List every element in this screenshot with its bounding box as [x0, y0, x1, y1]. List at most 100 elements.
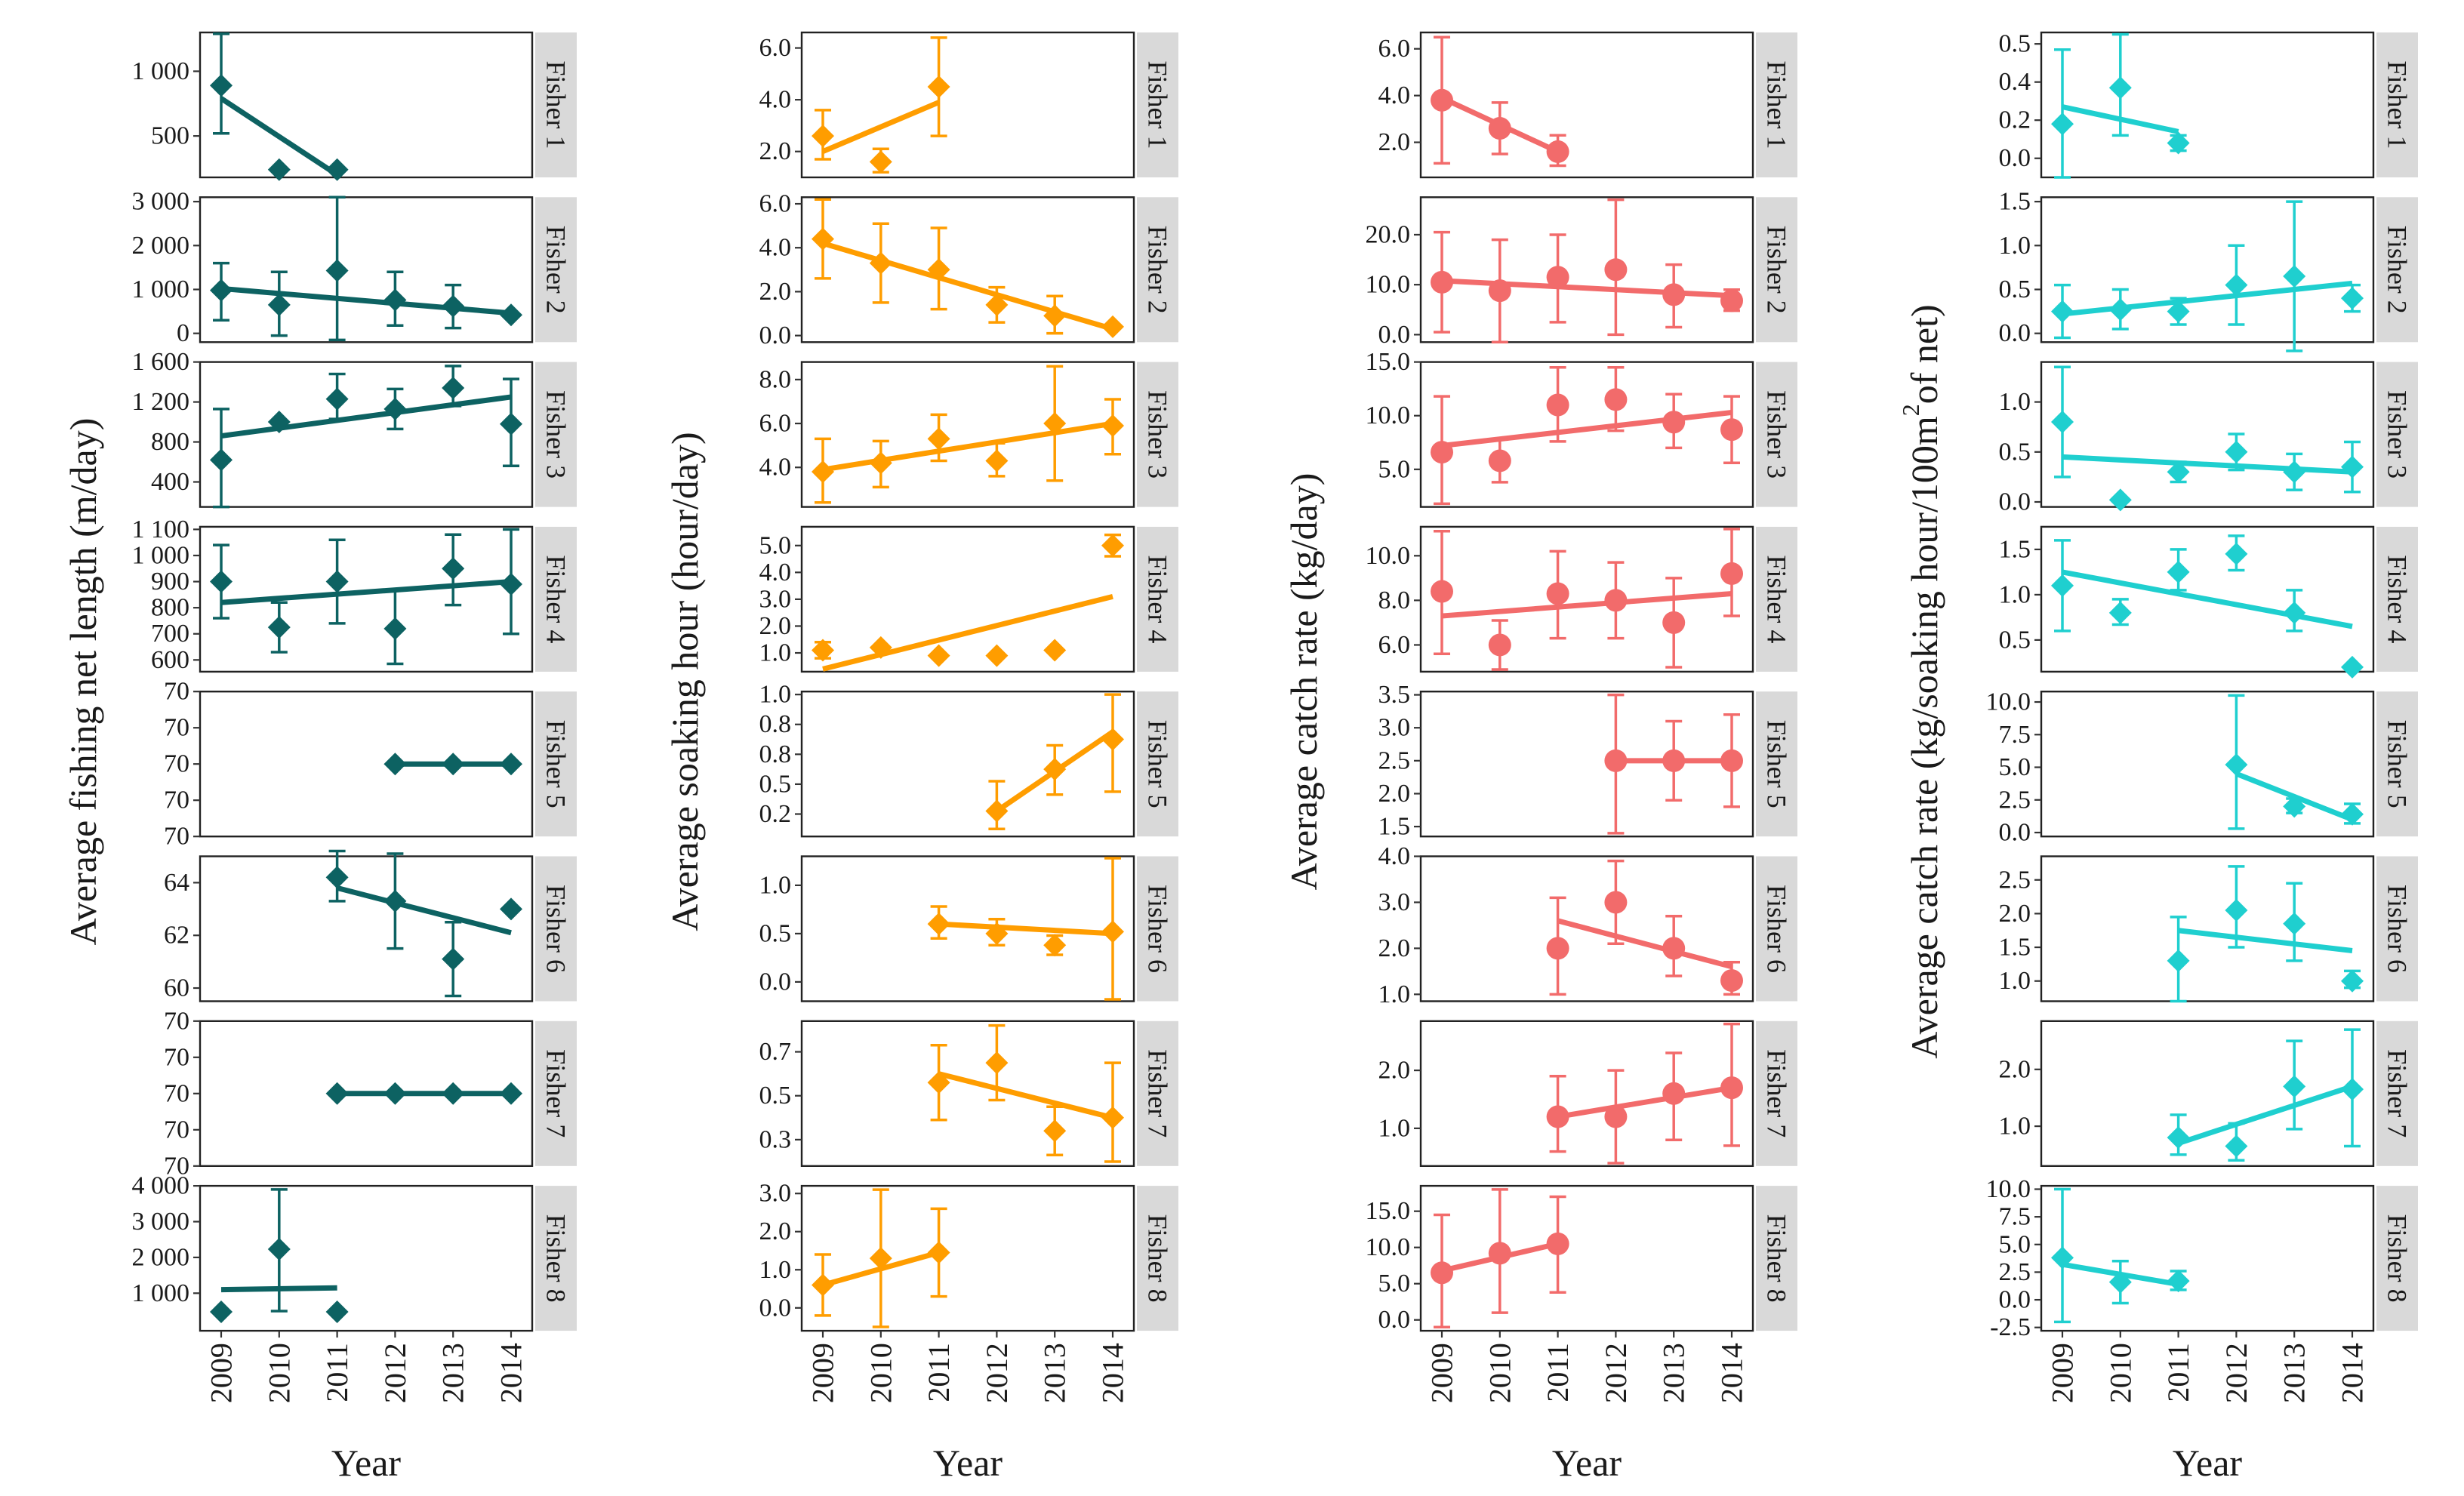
data-point [383, 288, 407, 312]
data-point [1662, 749, 1686, 772]
panel-2-5: Fisher 50.20.50.80.81.0 [759, 681, 1178, 838]
y-tick-label: 6.0 [1378, 35, 1411, 63]
x-tick-label: 2012 [1599, 1343, 1633, 1403]
panel-frame [2040, 196, 2375, 343]
y-tick-label: 0.5 [1999, 626, 2031, 654]
data-point [1043, 304, 1067, 328]
y-tick-label: 1 100 [132, 516, 190, 543]
y-axis-title: Average soaking hour (hour/day) [664, 432, 706, 931]
y-tick-label: 64 [164, 869, 189, 897]
data-point [500, 303, 522, 327]
x-tick-label: 2012 [2219, 1343, 2253, 1403]
y-tick-label: 0.5 [1999, 30, 2031, 58]
y-tick-label: 1 600 [132, 348, 190, 376]
y-tick-label: 10.0 [1366, 271, 1411, 299]
data-point [1101, 1106, 1124, 1129]
facet-strip-label: Fisher 4 [541, 555, 571, 643]
y-tick-label: 1.0 [759, 639, 792, 667]
y-tick-label: 2.0 [1378, 780, 1411, 808]
data-point [1662, 283, 1686, 306]
y-tick-label: 600 [151, 646, 189, 674]
data-point [325, 158, 349, 181]
data-point [2341, 455, 2364, 479]
panel-frame [1419, 691, 1754, 838]
data-point [2167, 300, 2190, 323]
y-tick-label: 0.5 [759, 770, 792, 798]
y-tick-label: 2.0 [759, 612, 792, 640]
y-tick-label: 70 [164, 1043, 189, 1071]
data-point [985, 293, 1009, 316]
facet-strip-label: Fisher 4 [1762, 555, 1792, 643]
data-point [210, 1300, 233, 1323]
trend-line [822, 593, 1113, 672]
y-tick-label: 0.5 [759, 919, 792, 947]
data-point [869, 251, 892, 275]
facet-strip [535, 32, 577, 177]
data-point [2108, 76, 2132, 100]
panel-frame [199, 196, 534, 343]
data-point [2225, 898, 2248, 922]
data-point [267, 411, 291, 434]
data-point [1043, 639, 1067, 662]
y-tick-label: 1.0 [1999, 967, 2031, 995]
data-point [1101, 315, 1124, 338]
facet-strip [1756, 691, 1797, 837]
data-point [267, 293, 291, 316]
facet-strip-label: Fisher 1 [1143, 61, 1173, 149]
panel-3-5: Fisher 5 1.5 2.0 2.5 3.0 3.5 [1378, 681, 1797, 841]
y-tick-label: 1 000 [132, 1279, 190, 1307]
y-tick-label: 2 000 [132, 232, 190, 260]
data-point [1101, 414, 1124, 437]
y-tick-label: 2.0 [1378, 128, 1411, 156]
data-point [2283, 1075, 2306, 1098]
data-point [927, 258, 950, 282]
data-point [985, 799, 1009, 823]
y-tick-label: 5.0 [759, 531, 792, 559]
y-tick-label: 70 [164, 678, 189, 706]
chart-column-1: Fisher 1 500 1 000 Fisher 2 0 1 000 2 000 3 000… [62, 31, 577, 1484]
facet-strip-label: Fisher 5 [2382, 720, 2413, 808]
data-point [1431, 88, 1453, 112]
x-tick-label: 2011 [922, 1343, 956, 1402]
facet-strip [1137, 197, 1178, 343]
data-point [985, 1051, 1009, 1075]
data-point [1662, 1082, 1686, 1105]
panel-frame [1419, 1184, 1754, 1332]
x-tick-label: 2010 [864, 1343, 898, 1403]
data-point [1546, 582, 1569, 605]
x-tick-label: 2013 [436, 1343, 470, 1403]
data-point [1720, 562, 1743, 585]
y-tick-label: 0.0 [1999, 1286, 2031, 1314]
y-tick-label: 3 000 [132, 1208, 190, 1236]
facet-strip [2376, 362, 2418, 507]
data-point [383, 753, 407, 776]
facet-strip-label: Fisher 5 [1143, 720, 1173, 808]
panel-1-3: Fisher 3 400 800 1 200 1 600 [132, 348, 577, 509]
y-tick-label: 10.0 [1366, 542, 1411, 570]
y-tick-label: -2.5 [1990, 1313, 2031, 1341]
data-point [442, 557, 465, 580]
panel-1-8: Fisher 8 1 000 2 000 3 000 4 000 2009 2010 2011… [132, 1172, 577, 1403]
facet-strip [2376, 32, 2418, 177]
data-point [869, 451, 892, 475]
y-tick-label: 4.0 [1378, 82, 1411, 109]
facet-strip [1756, 197, 1797, 343]
x-tick-label: 2014 [494, 1343, 528, 1403]
facet-strip [2376, 856, 2418, 1002]
panel-3-3: Fisher 3 5.0 10.0 15.0 [1366, 348, 1797, 508]
panel-frame [2040, 31, 2375, 179]
y-tick-label: 3.0 [759, 1180, 792, 1208]
y-axis-title-text: Average fishing net length (m/day) [62, 418, 104, 946]
facet-strip-label: Fisher 2 [1762, 226, 1792, 314]
data-point [210, 74, 233, 97]
data-point [927, 1071, 950, 1094]
trend-line [2177, 1084, 2354, 1147]
y-tick-label: 20.0 [1366, 220, 1411, 248]
data-point [2225, 1134, 2248, 1158]
data-point [1101, 534, 1124, 557]
data-point [1662, 937, 1686, 960]
data-point [1720, 1076, 1743, 1100]
data-point [2341, 287, 2364, 310]
panel-frame [800, 525, 1135, 673]
